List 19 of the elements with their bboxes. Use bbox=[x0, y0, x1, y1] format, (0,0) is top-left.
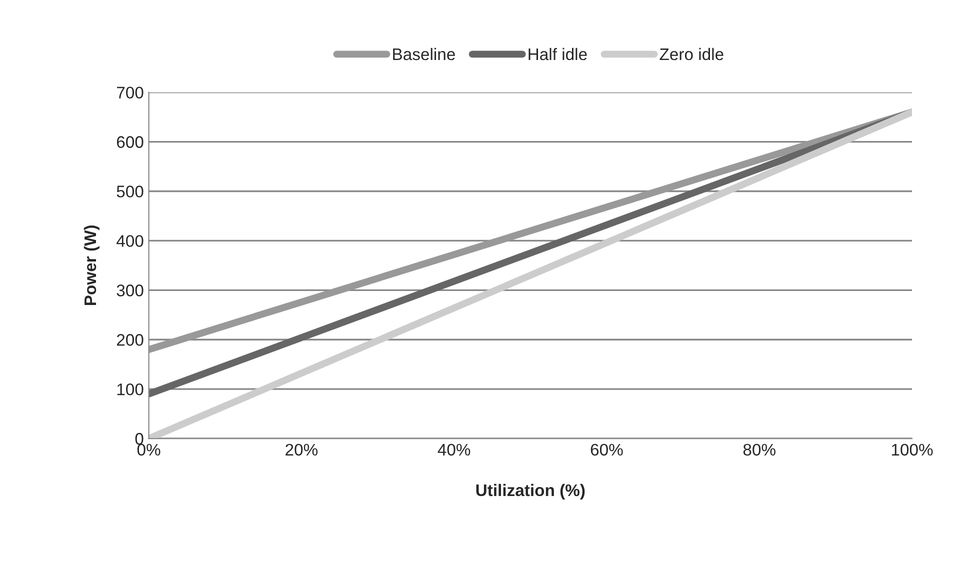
x-tick-label: 20% bbox=[286, 444, 318, 456]
x-tick-label: 0% bbox=[137, 444, 160, 456]
x-tick-label: 60% bbox=[590, 444, 623, 456]
y-tick-label: 300 bbox=[116, 284, 144, 296]
x-tick-label: 80% bbox=[743, 444, 776, 456]
y-tick-label: 700 bbox=[116, 86, 144, 99]
y-tick-label: 100 bbox=[117, 383, 144, 396]
x-axis-title: Utilization (%) bbox=[476, 484, 585, 500]
legend-label: Baseline bbox=[393, 48, 455, 60]
x-tick-label: 100% bbox=[892, 444, 933, 456]
y-tick-label: 0 bbox=[135, 432, 144, 445]
y-tick-label: 600 bbox=[116, 136, 144, 148]
y-tick-label: 400 bbox=[116, 235, 144, 247]
x-tick-label: 40% bbox=[438, 444, 470, 456]
y-tick-label: 200 bbox=[116, 334, 144, 346]
y-tick-label: 500 bbox=[116, 186, 144, 198]
legend-label: Zero idle bbox=[660, 48, 724, 60]
legend-label: Half idle bbox=[528, 48, 587, 60]
y-axis-title: Power (W) bbox=[84, 226, 100, 306]
